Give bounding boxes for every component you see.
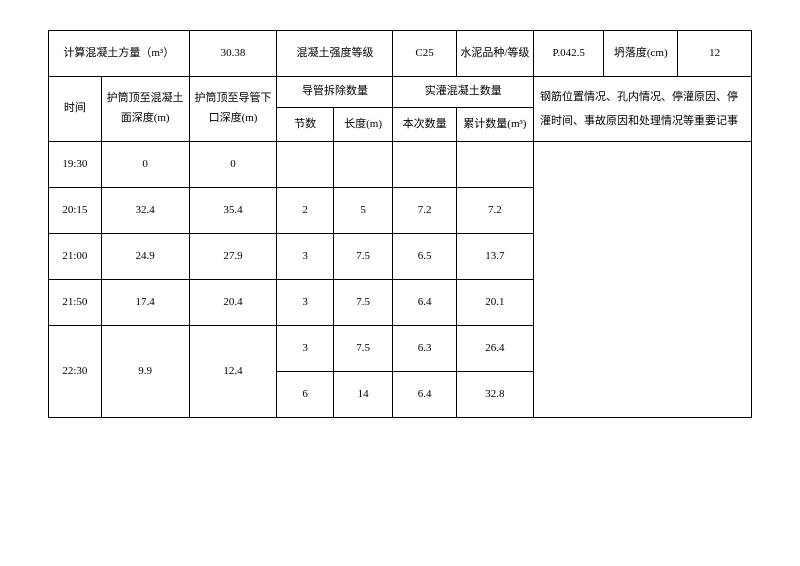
- this-cell: 7.2: [393, 188, 456, 234]
- cum-cell: 26.4: [456, 326, 533, 372]
- calc-vol-value: 30.38: [189, 31, 277, 77]
- cum-cell: [456, 142, 533, 188]
- remarks-body: [534, 142, 752, 418]
- length-cell: 14: [333, 372, 393, 418]
- depth2-cell: 0: [189, 142, 277, 188]
- time-header: 时间: [49, 77, 102, 142]
- depth2-cell: 12.4: [189, 326, 277, 418]
- sections-header: 节数: [277, 107, 333, 141]
- this-cell: [393, 142, 456, 188]
- this-qty-header: 本次数量: [393, 107, 456, 141]
- calc-vol-label: 计算混凝土方量（m³）: [49, 31, 190, 77]
- length-cell: 7.5: [333, 326, 393, 372]
- depth1-cell: 9.9: [101, 326, 189, 418]
- actual-concrete-header: 实灌混凝土数量: [393, 77, 534, 108]
- time-cell: 22:30: [49, 326, 102, 418]
- sub-header-group: 时间 护筒顶至混凝土面深度(m) 护筒顶至导管下口深度(m) 导管拆除数量 实灌…: [49, 77, 752, 108]
- header-row: 计算混凝土方量（m³） 30.38 混凝土强度等级 C25 水泥品种/等级 P.…: [49, 31, 752, 77]
- length-cell: [333, 142, 393, 188]
- cum-cell: 32.8: [456, 372, 533, 418]
- depth2-cell: 35.4: [189, 188, 277, 234]
- depth2-header: 护筒顶至导管下口深度(m): [189, 77, 277, 142]
- length-cell: 5: [333, 188, 393, 234]
- length-cell: 7.5: [333, 234, 393, 280]
- remarks-header: 钢筋位置情况、孔内情况、停灌原因、停灌时间、事故原因和处理情况等重要记事: [534, 77, 752, 142]
- length-header: 长度(m): [333, 107, 393, 141]
- depth1-cell: 17.4: [101, 280, 189, 326]
- depth2-cell: 20.4: [189, 280, 277, 326]
- this-cell: 6.4: [393, 372, 456, 418]
- table-row: 19:30 0 0: [49, 142, 752, 188]
- sections-cell: 3: [277, 234, 333, 280]
- cum-qty-header: 累计数量(m³): [456, 107, 533, 141]
- sections-cell: 3: [277, 280, 333, 326]
- pipe-removal-header: 导管拆除数量: [277, 77, 393, 108]
- slump-value: 12: [678, 31, 752, 77]
- depth1-cell: 32.4: [101, 188, 189, 234]
- this-cell: 6.5: [393, 234, 456, 280]
- cement-value: P.042.5: [534, 31, 604, 77]
- grade-value: C25: [393, 31, 456, 77]
- sections-cell: 2: [277, 188, 333, 234]
- construction-log-table: 计算混凝土方量（m³） 30.38 混凝土强度等级 C25 水泥品种/等级 P.…: [48, 30, 752, 418]
- this-cell: 6.4: [393, 280, 456, 326]
- time-cell: 19:30: [49, 142, 102, 188]
- slump-label: 坍落度(cm): [604, 31, 678, 77]
- depth1-cell: 24.9: [101, 234, 189, 280]
- sections-cell: 3: [277, 326, 333, 372]
- time-cell: 20:15: [49, 188, 102, 234]
- cum-cell: 13.7: [456, 234, 533, 280]
- this-cell: 6.3: [393, 326, 456, 372]
- depth2-cell: 27.9: [189, 234, 277, 280]
- cement-label: 水泥品种/等级: [456, 31, 533, 77]
- sections-cell: [277, 142, 333, 188]
- length-cell: 7.5: [333, 280, 393, 326]
- depth1-cell: 0: [101, 142, 189, 188]
- time-cell: 21:50: [49, 280, 102, 326]
- grade-label: 混凝土强度等级: [277, 31, 393, 77]
- cum-cell: 20.1: [456, 280, 533, 326]
- sections-cell: 6: [277, 372, 333, 418]
- time-cell: 21:00: [49, 234, 102, 280]
- depth1-header: 护筒顶至混凝土面深度(m): [101, 77, 189, 142]
- cum-cell: 7.2: [456, 188, 533, 234]
